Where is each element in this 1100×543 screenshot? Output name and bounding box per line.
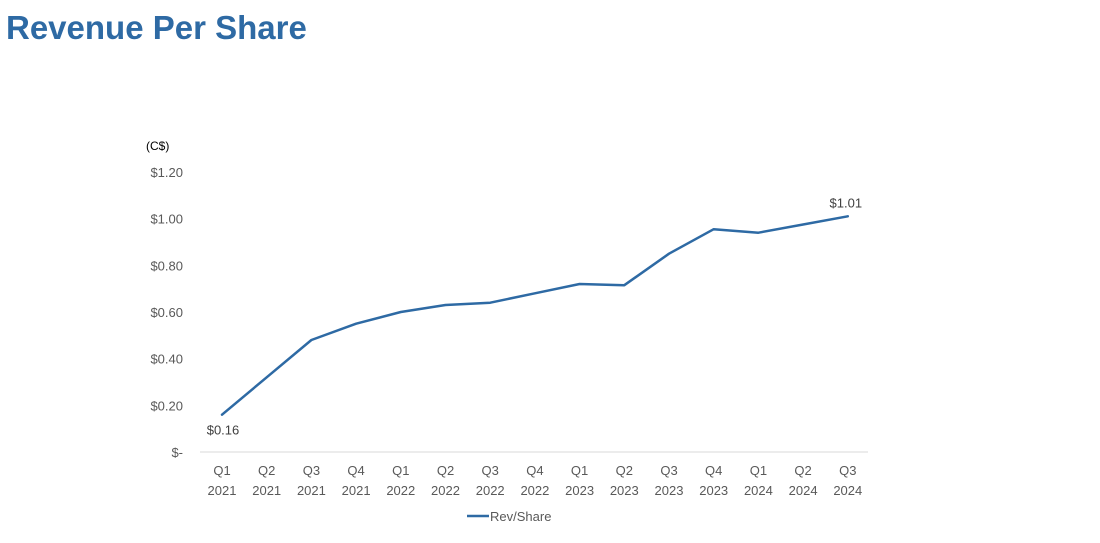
x-tick-label-quarter: Q2 bbox=[794, 463, 811, 478]
x-tick-label-quarter: Q4 bbox=[526, 463, 543, 478]
y-tick-label: $1.20 bbox=[150, 165, 183, 180]
x-tick-label-year: 2023 bbox=[610, 483, 639, 498]
x-tick-label-quarter: Q1 bbox=[392, 463, 409, 478]
data-label: $0.16 bbox=[207, 423, 240, 438]
legend-label-rev-share: Rev/Share bbox=[490, 509, 551, 524]
x-tick-label-quarter: Q4 bbox=[347, 463, 364, 478]
x-tick-label-year: 2021 bbox=[297, 483, 326, 498]
x-tick-label-year: 2021 bbox=[252, 483, 281, 498]
x-tick-label-quarter: Q3 bbox=[660, 463, 677, 478]
y-tick-label: $0.60 bbox=[150, 305, 183, 320]
x-tick-label-quarter: Q1 bbox=[750, 463, 767, 478]
x-tick-label-quarter: Q3 bbox=[839, 463, 856, 478]
x-tick-label-year: 2021 bbox=[208, 483, 237, 498]
x-tick-label-quarter: Q2 bbox=[616, 463, 633, 478]
x-tick-label-year: 2022 bbox=[520, 483, 549, 498]
series-group bbox=[220, 215, 850, 416]
y-tick-label: $0.80 bbox=[150, 258, 183, 273]
x-tick-label-quarter: Q3 bbox=[482, 463, 499, 478]
x-tick-label-year: 2023 bbox=[655, 483, 684, 498]
x-tick-label-quarter: Q1 bbox=[213, 463, 230, 478]
x-tick-label-year: 2024 bbox=[833, 483, 862, 498]
y-tick-label: $0.40 bbox=[150, 352, 183, 367]
y-tick-label: $- bbox=[171, 445, 183, 460]
x-tick-label-year: 2024 bbox=[744, 483, 773, 498]
x-tick-label-year: 2022 bbox=[431, 483, 460, 498]
data-labels: $0.16 $1.01 bbox=[207, 195, 862, 437]
x-tick-label-quarter: Q2 bbox=[437, 463, 454, 478]
x-tick-label-quarter: Q3 bbox=[303, 463, 320, 478]
x-tick-label-quarter: Q4 bbox=[705, 463, 722, 478]
x-tick-label-year: 2021 bbox=[342, 483, 371, 498]
y-axis-ticks: $- $0.20 $0.40 $0.60 $0.80 $1.00 $1.20 bbox=[150, 165, 183, 460]
page-title: Revenue Per Share bbox=[6, 9, 307, 46]
x-tick-label-year: 2023 bbox=[565, 483, 594, 498]
y-tick-label: $0.20 bbox=[150, 398, 183, 413]
x-tick-label-quarter: Q1 bbox=[571, 463, 588, 478]
x-tick-label-year: 2024 bbox=[789, 483, 818, 498]
data-label: $1.01 bbox=[830, 195, 863, 210]
x-tick-label-year: 2023 bbox=[699, 483, 728, 498]
x-tick-label-quarter: Q2 bbox=[258, 463, 275, 478]
x-tick-label-year: 2022 bbox=[476, 483, 505, 498]
y-tick-label: $1.00 bbox=[150, 212, 183, 227]
x-tick-label-year: 2022 bbox=[386, 483, 415, 498]
legend: Rev/Share bbox=[467, 509, 551, 524]
y-unit-label: (C$) bbox=[146, 139, 169, 153]
x-axis-ticks: Q1 2021 Q2 2021 Q3 2021 Q4 2021 Q1 2022 Q2 2022 Q3 20… bbox=[208, 463, 863, 498]
series-line-rev-share bbox=[220, 215, 850, 416]
